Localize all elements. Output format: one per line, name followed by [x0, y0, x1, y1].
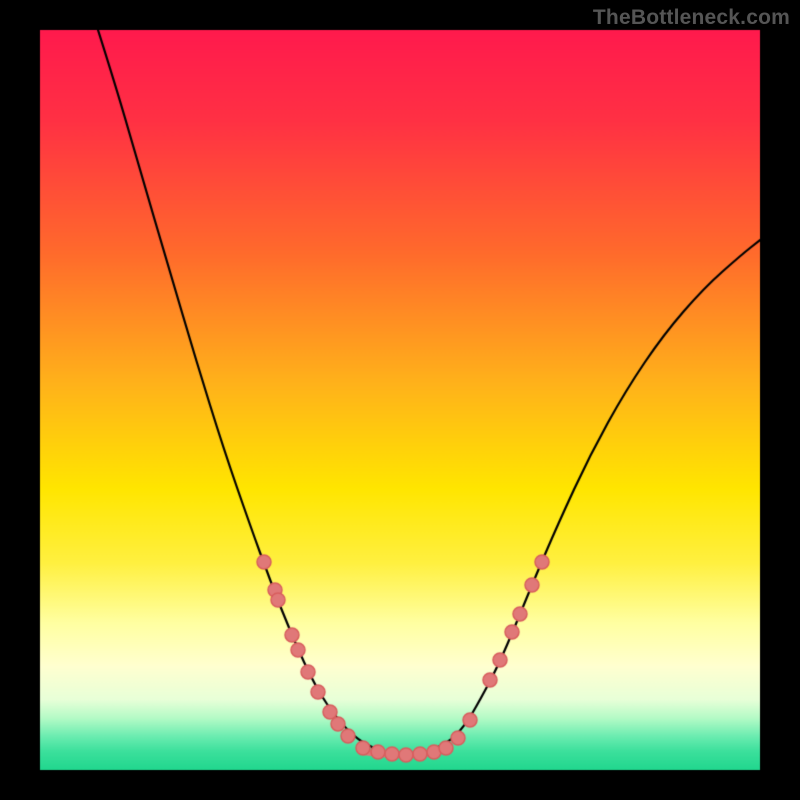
watermark-text: TheBottleneck.com: [593, 6, 790, 30]
chart-stage: TheBottleneck.com: [0, 0, 800, 800]
bottleneck-curve-chart: [0, 0, 800, 800]
